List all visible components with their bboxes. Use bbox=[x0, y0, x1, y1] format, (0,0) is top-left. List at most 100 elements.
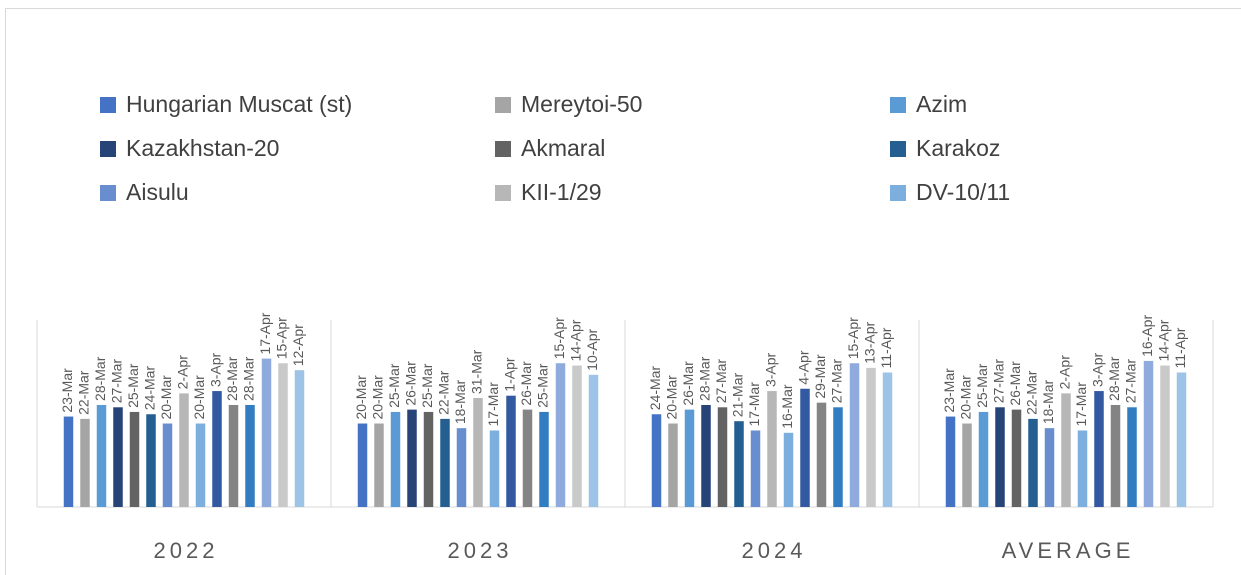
data-label: 28-Mar bbox=[92, 356, 108, 401]
data-label: 28-Mar bbox=[697, 356, 713, 401]
bar bbox=[978, 411, 989, 507]
bar bbox=[228, 404, 239, 507]
data-label: 3-Apr bbox=[208, 352, 224, 387]
data-label: 15-Apr bbox=[845, 317, 861, 359]
data-label: 16-Mar bbox=[779, 384, 795, 429]
legend-swatch bbox=[890, 97, 906, 113]
bar bbox=[195, 423, 206, 507]
bar bbox=[882, 372, 893, 507]
data-label: 15-Apr bbox=[274, 317, 290, 359]
bar bbox=[357, 423, 368, 507]
x-tick-label: AVERAGE bbox=[1002, 538, 1135, 563]
legend-label: Karakoz bbox=[916, 135, 1000, 161]
data-label: 24-Mar bbox=[647, 366, 663, 411]
bar bbox=[506, 395, 516, 507]
legend-swatch bbox=[890, 141, 906, 157]
data-label: 23-Mar bbox=[59, 368, 75, 413]
x-tick-label: 2023 bbox=[448, 538, 513, 563]
bar bbox=[572, 365, 582, 507]
data-label: 25-Mar bbox=[125, 363, 141, 408]
data-label: 27-Mar bbox=[829, 359, 845, 404]
data-label: 21-Mar bbox=[730, 373, 746, 418]
bar bbox=[701, 404, 711, 507]
data-label: 12-Apr bbox=[290, 324, 306, 366]
bar bbox=[278, 363, 288, 507]
bar bbox=[522, 409, 533, 507]
bar bbox=[1061, 393, 1071, 507]
bar bbox=[866, 367, 876, 507]
legend-label: Hungarian Muscat (st) bbox=[126, 91, 352, 117]
bar bbox=[1160, 365, 1170, 507]
data-label: 29-Mar bbox=[812, 354, 828, 399]
bar bbox=[1127, 407, 1137, 507]
bar bbox=[995, 407, 1005, 507]
bar bbox=[179, 393, 189, 507]
data-label: 16-Apr bbox=[1139, 315, 1155, 357]
data-label: 14-Apr bbox=[568, 319, 584, 361]
data-label: 25-Mar bbox=[535, 363, 551, 408]
data-label: 25-Mar bbox=[386, 363, 402, 408]
bar bbox=[651, 414, 662, 507]
bar bbox=[456, 428, 467, 507]
legend-swatch bbox=[100, 97, 116, 113]
data-label: 10-Apr bbox=[584, 328, 600, 370]
legend-swatch bbox=[495, 141, 511, 157]
data-label: 24-Mar bbox=[142, 366, 158, 411]
bar bbox=[668, 423, 678, 507]
legend-swatch bbox=[100, 141, 116, 157]
data-label: 17-Apr bbox=[257, 312, 273, 354]
bar bbox=[1028, 418, 1038, 507]
bar bbox=[294, 370, 305, 507]
legend-label: KII-1/29 bbox=[521, 179, 602, 205]
bar bbox=[407, 409, 417, 507]
bar bbox=[1094, 391, 1104, 507]
bar bbox=[849, 363, 860, 507]
bar bbox=[96, 404, 107, 507]
legend-label: DV-10/11 bbox=[916, 179, 1010, 205]
bar bbox=[750, 430, 761, 507]
data-label: 18-Mar bbox=[1040, 379, 1056, 424]
data-label: 20-Mar bbox=[370, 375, 386, 420]
x-tick-label: 2024 bbox=[742, 538, 807, 563]
data-label: 20-Mar bbox=[353, 375, 369, 420]
data-label: 28-Mar bbox=[1106, 356, 1122, 401]
data-label: 28-Mar bbox=[241, 356, 257, 401]
bar bbox=[1176, 372, 1187, 507]
data-label: 17-Mar bbox=[1073, 382, 1089, 427]
bar bbox=[1011, 409, 1022, 507]
bar bbox=[1044, 428, 1055, 507]
legend-swatch bbox=[100, 185, 116, 201]
bar bbox=[717, 407, 728, 507]
chart-border bbox=[5, 8, 1241, 575]
data-label: 20-Mar bbox=[158, 375, 174, 420]
bar bbox=[63, 416, 74, 507]
bar bbox=[212, 391, 222, 507]
bar bbox=[113, 407, 123, 507]
data-label: 17-Mar bbox=[485, 382, 501, 427]
bar bbox=[423, 411, 434, 507]
legend-swatch bbox=[495, 185, 511, 201]
bar bbox=[555, 363, 566, 507]
data-label: 2-Apr bbox=[1057, 355, 1073, 390]
data-label: 23-Mar bbox=[941, 368, 957, 413]
data-label: 22-Mar bbox=[1024, 370, 1040, 415]
bar bbox=[962, 423, 972, 507]
bar bbox=[588, 374, 599, 507]
bar bbox=[816, 402, 827, 507]
data-label: 22-Mar bbox=[436, 370, 452, 415]
bar bbox=[767, 391, 777, 507]
data-label: 26-Mar bbox=[680, 361, 696, 406]
data-label: 27-Mar bbox=[713, 359, 729, 404]
data-label: 27-Mar bbox=[991, 359, 1007, 404]
data-label: 4-Apr bbox=[796, 350, 812, 385]
legend-swatch bbox=[495, 97, 511, 113]
data-label: 1-Apr bbox=[502, 357, 518, 392]
data-label: 26-Mar bbox=[403, 361, 419, 406]
bar bbox=[390, 411, 401, 507]
bar bbox=[473, 398, 483, 507]
legend-label: Mereytoi-50 bbox=[521, 91, 642, 117]
bar bbox=[1110, 404, 1121, 507]
data-label: 14-Apr bbox=[1156, 319, 1172, 361]
data-label: 11-Apr bbox=[878, 327, 894, 368]
